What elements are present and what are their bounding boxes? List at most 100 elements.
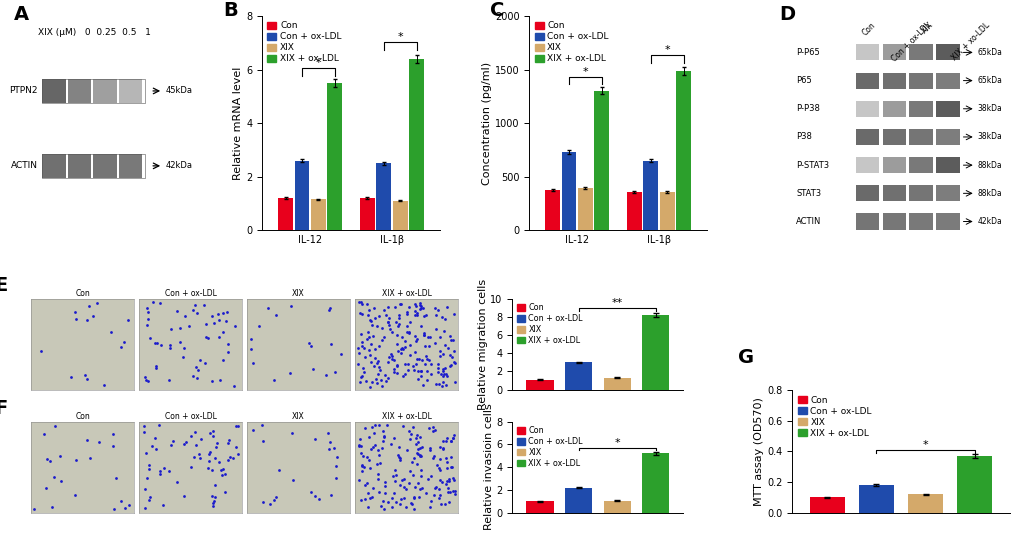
Point — [396, 475, 413, 483]
Point — [366, 313, 382, 322]
Point — [444, 434, 461, 443]
Bar — [409, 59, 424, 230]
Point — [413, 372, 429, 380]
Point — [401, 466, 418, 475]
Point — [177, 437, 194, 446]
Bar — [392, 201, 408, 230]
Point — [393, 343, 410, 352]
Point — [363, 445, 379, 453]
Point — [376, 482, 392, 491]
Text: *: * — [663, 45, 669, 54]
Bar — [909, 101, 932, 117]
Point — [415, 303, 431, 312]
Bar — [42, 79, 65, 103]
Point — [353, 297, 369, 306]
Text: 38kDa: 38kDa — [977, 104, 1002, 113]
Point — [444, 335, 461, 344]
Point — [207, 453, 223, 462]
Bar — [119, 154, 143, 178]
Point — [142, 334, 158, 342]
Point — [190, 366, 206, 374]
Point — [440, 475, 457, 483]
Point — [440, 477, 457, 485]
Point — [366, 353, 382, 362]
Point — [283, 429, 300, 437]
Point — [446, 358, 463, 367]
Point — [369, 474, 385, 483]
Point — [156, 464, 172, 472]
Point — [214, 328, 230, 336]
Bar — [935, 157, 959, 173]
Point — [423, 360, 439, 368]
Point — [404, 500, 420, 509]
Point — [369, 358, 385, 367]
Point — [245, 358, 261, 367]
Point — [201, 429, 217, 437]
Point — [251, 321, 267, 330]
Point — [411, 485, 427, 493]
Point — [386, 356, 403, 365]
Point — [169, 478, 185, 486]
Title: Con: Con — [75, 412, 90, 421]
Point — [429, 461, 445, 469]
Point — [303, 342, 319, 351]
Point — [351, 298, 367, 307]
Point — [440, 498, 457, 506]
Bar — [545, 191, 559, 230]
Point — [420, 356, 436, 365]
Bar — [909, 73, 932, 89]
Point — [408, 360, 424, 368]
Title: XIX + ox-LDL: XIX + ox-LDL — [381, 289, 431, 299]
Point — [260, 304, 276, 313]
Point — [417, 311, 433, 320]
Point — [182, 432, 199, 441]
Point — [392, 344, 409, 353]
Bar — [881, 214, 905, 230]
Title: Con: Con — [75, 289, 90, 299]
Bar — [642, 315, 668, 390]
Point — [363, 317, 379, 325]
Point — [400, 302, 417, 311]
Point — [168, 307, 184, 316]
Point — [172, 323, 189, 332]
Point — [416, 328, 432, 337]
Point — [442, 360, 459, 369]
Point — [305, 365, 321, 373]
Point — [369, 379, 385, 387]
Point — [409, 430, 425, 439]
Point — [361, 346, 377, 355]
Point — [214, 356, 230, 365]
Point — [381, 325, 397, 333]
Point — [422, 471, 438, 480]
Point — [409, 460, 425, 468]
Point — [438, 303, 454, 311]
Point — [328, 453, 344, 461]
Point — [442, 437, 459, 445]
Point — [180, 321, 197, 330]
Text: *: * — [922, 441, 927, 450]
Point — [383, 502, 399, 511]
Point — [67, 456, 84, 465]
Point — [357, 481, 373, 490]
Point — [154, 501, 170, 510]
Point — [420, 332, 436, 341]
Point — [204, 312, 220, 321]
Point — [437, 315, 453, 324]
Bar — [376, 163, 390, 230]
Point — [365, 332, 381, 340]
Point — [379, 303, 395, 311]
Bar — [360, 198, 374, 230]
Point — [374, 427, 390, 436]
Point — [391, 456, 408, 464]
Point — [350, 360, 366, 368]
Point — [417, 360, 433, 369]
Point — [140, 315, 156, 323]
Point — [359, 327, 375, 336]
Point — [153, 341, 169, 349]
Point — [430, 367, 446, 376]
Point — [422, 446, 438, 454]
Point — [285, 476, 302, 484]
Bar — [643, 161, 657, 230]
Point — [446, 486, 463, 495]
Point — [281, 369, 298, 378]
